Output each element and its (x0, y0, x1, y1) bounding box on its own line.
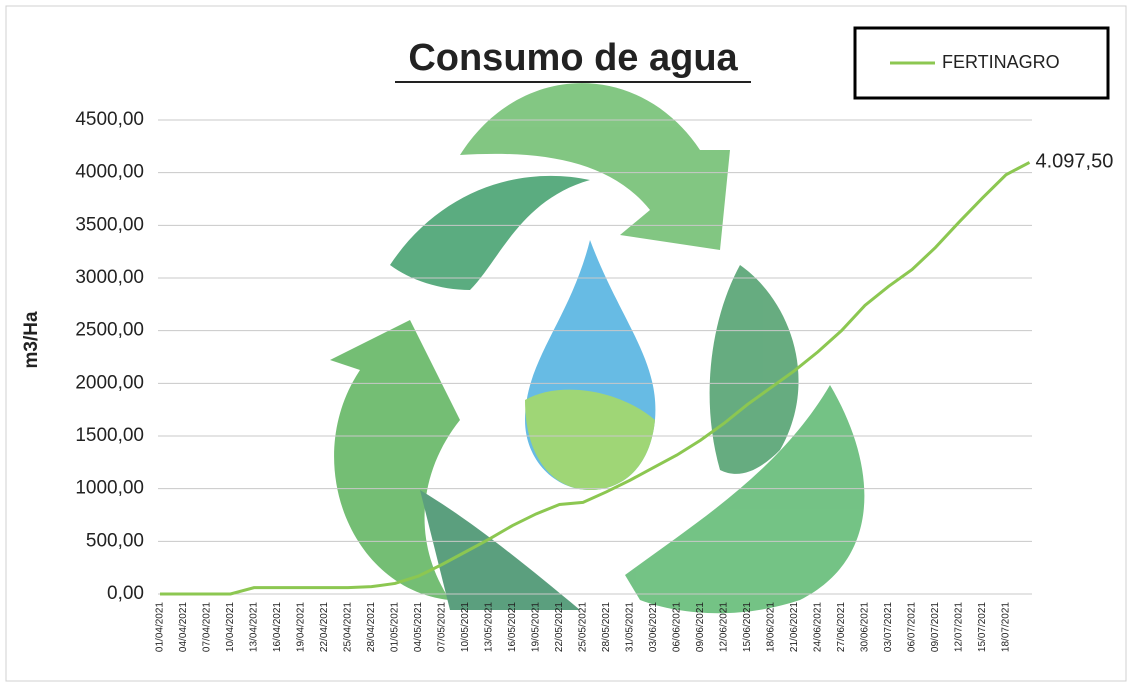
x-tick-label: 30/06/2021 (860, 602, 871, 652)
x-tick-label: 06/06/2021 (672, 602, 683, 652)
x-tick-label: 09/07/2021 (930, 602, 941, 652)
x-tick-label: 13/04/2021 (249, 602, 260, 652)
y-tick-label: 1500,00 (75, 425, 144, 446)
y-tick-label: 2000,00 (75, 372, 144, 393)
x-tick-label: 13/05/2021 (484, 602, 495, 652)
x-tick-label: 07/04/2021 (202, 602, 213, 652)
x-tick-label: 24/06/2021 (813, 602, 824, 652)
y-tick-label: 3500,00 (75, 214, 144, 235)
x-tick-label: 01/04/2021 (155, 602, 166, 652)
x-tick-label: 03/07/2021 (883, 602, 894, 652)
x-tick-label: 22/04/2021 (319, 602, 330, 652)
y-tick-label: 4000,00 (75, 162, 144, 183)
x-tick-label: 12/06/2021 (719, 602, 730, 652)
y-tick-label: 500,00 (86, 530, 144, 551)
chart-title: Consumo de agua (408, 37, 738, 79)
x-tick-label: 21/06/2021 (789, 602, 800, 652)
x-tick-label: 28/05/2021 (601, 602, 612, 652)
y-tick-label: 2500,00 (75, 320, 144, 341)
legend-label: FERTINAGRO (942, 52, 1060, 72)
chart: Consumo de agua m3/Ha 0,00 500,00 1000,00 1… (0, 0, 1134, 687)
x-tick-label: 04/05/2021 (413, 602, 424, 652)
x-tick-label: 16/05/2021 (507, 602, 518, 652)
y-axis-title: m3/Ha (21, 311, 42, 368)
data-label: 4.097,50 (1036, 151, 1114, 173)
x-tick-label: 10/05/2021 (460, 602, 471, 652)
x-tick-label: 19/05/2021 (531, 602, 542, 652)
y-tick-label: 1000,00 (75, 478, 144, 499)
y-tick-label: 3000,00 (75, 267, 144, 288)
x-tick-label: 18/07/2021 (1001, 602, 1012, 652)
x-tick-label: 25/05/2021 (578, 602, 589, 652)
x-tick-label: 16/04/2021 (272, 602, 283, 652)
x-tick-label: 07/05/2021 (437, 602, 448, 652)
x-tick-label: 10/04/2021 (225, 602, 236, 652)
x-tick-label: 06/07/2021 (907, 602, 918, 652)
x-tick-label: 27/06/2021 (836, 602, 847, 652)
x-tick-label: 28/04/2021 (366, 602, 377, 652)
y-tick-label: 4500,00 (75, 109, 144, 130)
x-tick-label: 04/04/2021 (178, 602, 189, 652)
x-tick-label: 12/07/2021 (954, 602, 965, 652)
x-tick-label: 18/06/2021 (766, 602, 777, 652)
x-tick-label: 01/05/2021 (390, 602, 401, 652)
y-tick-label: 0,00 (107, 583, 144, 604)
x-tick-label: 03/06/2021 (648, 602, 659, 652)
x-tick-label: 31/05/2021 (625, 602, 636, 652)
x-tick-label: 19/04/2021 (296, 602, 307, 652)
x-tick-label: 22/05/2021 (554, 602, 565, 652)
x-tick-label: 15/07/2021 (977, 602, 988, 652)
x-tick-label: 15/06/2021 (742, 602, 753, 652)
x-tick-label: 25/04/2021 (343, 602, 354, 652)
x-tick-label: 09/06/2021 (695, 602, 706, 652)
